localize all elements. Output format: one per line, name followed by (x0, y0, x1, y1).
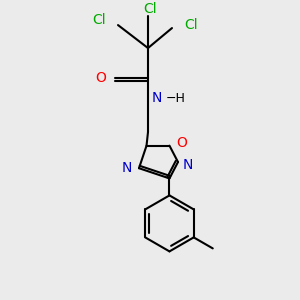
Text: N: N (183, 158, 194, 172)
Text: −H: −H (166, 92, 186, 104)
Text: Cl: Cl (92, 13, 106, 27)
Text: O: O (176, 136, 187, 150)
Text: N: N (122, 161, 132, 175)
Text: Cl: Cl (184, 18, 198, 32)
Text: O: O (95, 71, 106, 85)
Text: N: N (152, 91, 162, 105)
Text: Cl: Cl (143, 2, 157, 16)
